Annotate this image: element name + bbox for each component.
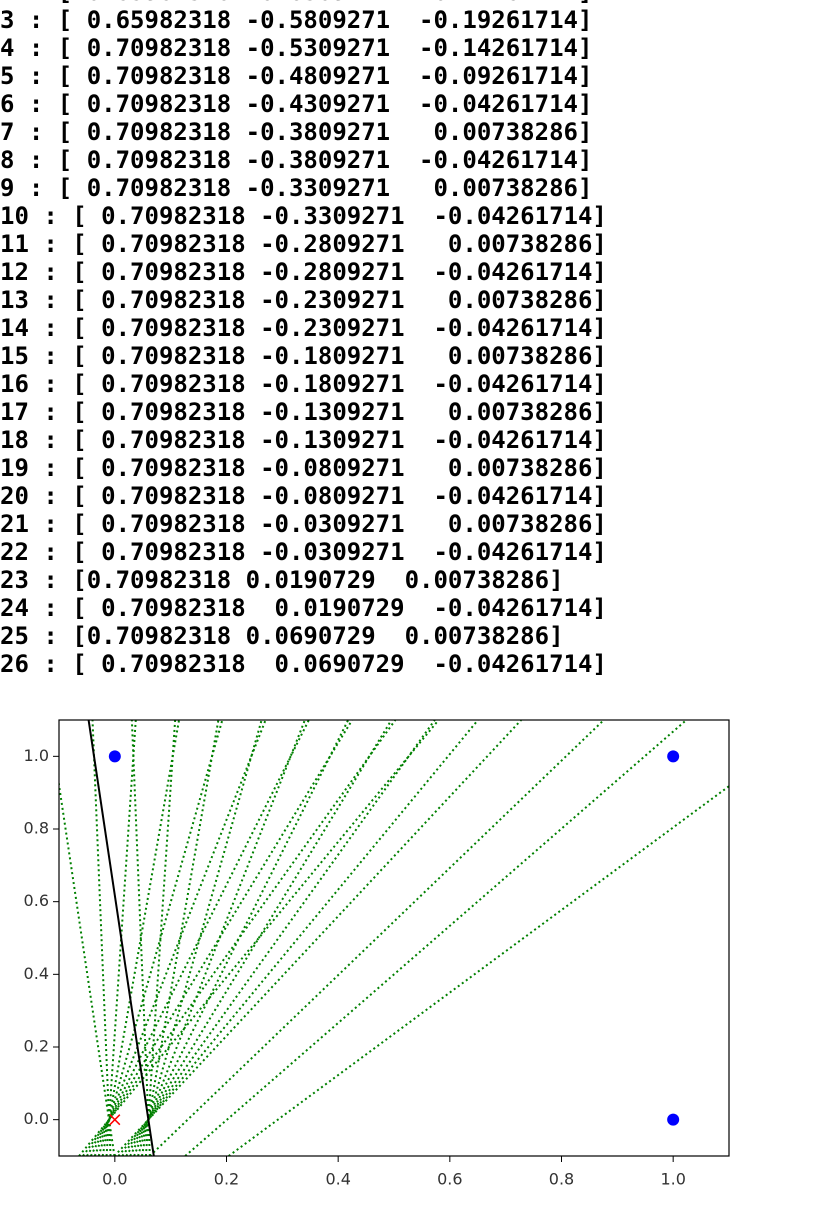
output-line: 10 : [ 0.70982318 -0.3309271 -0.04261714…: [0, 202, 607, 230]
y-tick-label: 0.6: [24, 891, 49, 910]
output-line: 20 : [ 0.70982318 -0.0809271 -0.04261714…: [0, 482, 607, 510]
output-line: 3 : [ 0.65982318 -0.5809271 -0.19261714]: [0, 6, 593, 34]
point: [108, 750, 121, 763]
x-tick-label: 0.4: [325, 1170, 350, 1189]
output-line: 7 : [ 0.70982318 -0.3809271 0.00738286]: [0, 118, 593, 146]
weight-boundary: [82, 720, 397, 1156]
weight-boundary: [184, 720, 688, 1156]
output-line: 4 : [ 0.70982318 -0.5309271 -0.14261714]: [0, 34, 593, 62]
output-line: 5 : [ 0.70982318 -0.4809271 -0.09261714]: [0, 62, 593, 90]
output-line: 26 : [ 0.70982318 0.0690729 -0.04261714]: [0, 650, 607, 678]
output-line: 25 : [0.70982318 0.0690729 0.00738286]: [0, 622, 564, 650]
point: [667, 750, 680, 763]
output-line: 11 : [ 0.70982318 -0.2809271 0.00738286]: [0, 230, 607, 258]
weight-boundary: [140, 720, 220, 1156]
y-tick-label: 1.0: [24, 746, 49, 765]
weight-boundary: [117, 720, 479, 1156]
weight-boundary: [93, 720, 267, 1156]
x-tick-label: 0.6: [437, 1170, 462, 1189]
weight-boundary: [101, 720, 181, 1156]
weight-boundary: [78, 720, 440, 1156]
output-line: 12 : [ 0.70982318 -0.2809271 -0.04261714…: [0, 258, 607, 286]
x-tick-label: 0.2: [214, 1170, 239, 1189]
output-line: 21 : [ 0.70982318 -0.0309271 0.00738286]: [0, 510, 607, 538]
weight-boundary: [91, 720, 112, 1156]
weight-boundary: [149, 720, 605, 1156]
output-line: 2 : [ 0.65982318 -0.6309271 -0.24261714]: [0, 0, 607, 6]
weight-boundary: [125, 720, 393, 1156]
plot-area: [59, 720, 729, 1156]
output-line: 6 : [ 0.70982318 -0.4309271 -0.04261714]: [0, 90, 593, 118]
weight-boundary: [89, 720, 310, 1156]
cell-output: 2 : [ 0.65982318 -0.6309271 -0.24261714]…: [0, 0, 607, 678]
weight-boundary: [86, 720, 353, 1156]
output-line: 23 : [0.70982318 0.0190729 0.00738286]: [0, 566, 564, 594]
weight-boundary: [133, 720, 306, 1156]
weight-boundary: [113, 720, 522, 1156]
point: [667, 1113, 680, 1126]
y-tick-label: 0.0: [24, 1109, 49, 1128]
point-x: [109, 1114, 121, 1126]
x-tick-label: 0.8: [549, 1170, 574, 1189]
weight-boundary: [59, 778, 116, 1156]
y-tick-label: 0.2: [24, 1037, 49, 1056]
y-tick-label: 0.8: [24, 819, 49, 838]
weight-boundary: [121, 720, 436, 1156]
output-line: 18 : [ 0.70982318 -0.1309271 -0.04261714…: [0, 426, 607, 454]
output-line: 14 : [ 0.70982318 -0.2309271 -0.04261714…: [0, 314, 607, 342]
output-line: 19 : [ 0.70982318 -0.0809271 0.00738286]: [0, 454, 607, 482]
output-line: 16 : [ 0.70982318 -0.1809271 -0.04261714…: [0, 370, 607, 398]
output-line: 8 : [ 0.70982318 -0.3809271 -0.04261714]: [0, 146, 593, 174]
output-line: 13 : [ 0.70982318 -0.2309271 0.00738286]: [0, 286, 607, 314]
y-tick-label: 0.4: [24, 964, 49, 983]
weight-boundary: [228, 784, 729, 1156]
output-line: 17 : [ 0.70982318 -0.1309271 0.00738286]: [0, 398, 607, 426]
x-tick-label: 0.0: [102, 1170, 127, 1189]
axes-frame: [58, 719, 730, 1157]
output-line: 15 : [ 0.70982318 -0.1809271 0.00738286]: [0, 342, 607, 370]
weight-boundary: [129, 720, 350, 1156]
final-boundary: [87, 720, 155, 1156]
output-line: 22 : [ 0.70982318 -0.0309271 -0.04261714…: [0, 538, 607, 566]
output-line: 24 : [ 0.70982318 0.0190729 -0.04261714]: [0, 594, 607, 622]
weight-boundary: [137, 720, 263, 1156]
x-tick-label: 1.0: [660, 1170, 685, 1189]
weight-boundary: [97, 720, 224, 1156]
output-line: 9 : [ 0.70982318 -0.3309271 0.00738286]: [0, 174, 593, 202]
